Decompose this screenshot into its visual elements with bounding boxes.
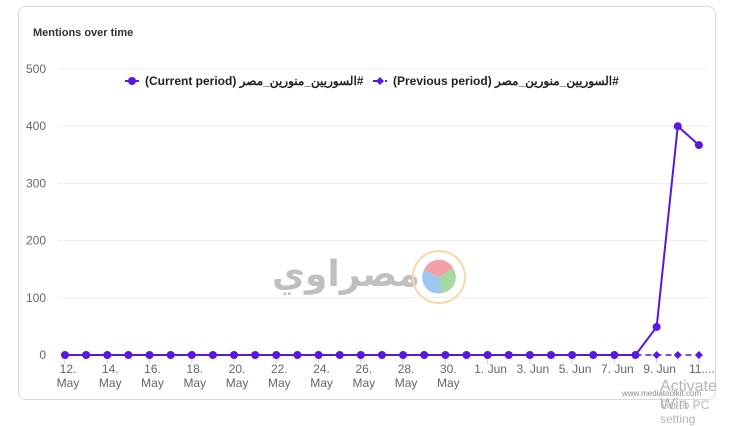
current-period-marker[interactable] (525, 351, 534, 359)
current-period-marker[interactable] (399, 351, 408, 359)
activate-windows-line1: Activate Win (660, 378, 717, 413)
x-tick-label: 16. (144, 362, 161, 376)
x-tick-label: May (437, 376, 460, 390)
x-tick-label: 26. (355, 362, 372, 376)
current-period-marker[interactable] (230, 351, 239, 359)
x-tick-label: May (99, 376, 122, 390)
current-period-marker[interactable] (610, 351, 619, 359)
y-tick-label: 300 (26, 176, 46, 190)
x-tick-label: 5. Jun (559, 362, 592, 376)
x-tick-label: 22. (271, 362, 288, 376)
legend: #السوريين_منورين_مصر (Current period) #ال… (125, 74, 619, 89)
current-period-marker[interactable] (82, 351, 91, 359)
x-tick-label: May (141, 376, 164, 390)
chart-card (18, 6, 716, 400)
x-tick-label: 9. Jun (643, 362, 676, 376)
current-period-marker[interactable] (124, 351, 133, 359)
current-period-marker[interactable] (103, 351, 112, 359)
current-period-marker[interactable] (145, 351, 154, 359)
current-period-marker[interactable] (356, 351, 365, 359)
current-period-marker[interactable] (694, 141, 703, 150)
x-tick-label: 24. (313, 362, 330, 376)
x-tick-label: May (183, 376, 206, 390)
current-period-marker[interactable] (631, 351, 640, 359)
current-period-marker[interactable] (568, 351, 577, 359)
x-tick-label: 18. (186, 362, 203, 376)
x-tick-label: 30. (440, 362, 457, 376)
previous-period-marker[interactable] (652, 351, 661, 359)
y-tick-label: 200 (26, 234, 46, 248)
x-tick-label: 12. (60, 362, 77, 376)
watermark: www.mediatoolkit.com (622, 389, 702, 398)
legend-previous-marker-icon (376, 77, 384, 85)
x-tick-label: May (352, 376, 375, 390)
current-period-marker[interactable] (61, 351, 69, 359)
current-period-marker[interactable] (335, 351, 344, 359)
previous-period-marker[interactable] (673, 351, 682, 359)
x-tick-label: May (57, 376, 80, 390)
current-period-marker[interactable] (166, 351, 175, 359)
current-period-marker[interactable] (314, 351, 323, 359)
current-period-marker[interactable] (272, 351, 281, 359)
current-period-marker[interactable] (546, 351, 555, 359)
x-tick-label: 3. Jun (517, 362, 550, 376)
masrawy-logo-text: مصراوي (272, 254, 421, 295)
x-tick-label: May (226, 376, 249, 390)
x-tick-label: May (310, 376, 333, 390)
chart-title: Mentions over time (33, 27, 134, 39)
x-tick-label: May (268, 376, 291, 390)
y-tick-label: 0 (39, 348, 46, 362)
current-period-marker[interactable] (462, 351, 471, 359)
x-tick-label: 28. (398, 362, 415, 376)
x-tick-label: 7. Jun (601, 362, 634, 376)
legend-previous-label[interactable]: #السوريين_منورين_مصر (Previous period) (393, 74, 619, 89)
current-period-marker[interactable] (208, 351, 217, 359)
x-tick-label: 11.... (689, 362, 715, 376)
current-period-marker[interactable] (504, 351, 513, 359)
x-tick-label: 1. Jun (474, 362, 507, 376)
current-period-marker[interactable] (187, 351, 196, 359)
current-period-marker[interactable] (652, 322, 661, 331)
current-period-marker[interactable] (377, 351, 386, 359)
current-period-marker[interactable] (441, 351, 450, 359)
x-tick-label: 20. (229, 362, 246, 376)
legend-current-label[interactable]: #السوريين_منورين_مصر (Current period) (145, 74, 364, 89)
masrawy-logo-icon (412, 250, 466, 304)
current-period-marker[interactable] (483, 351, 492, 359)
x-tick-label: May (395, 376, 418, 390)
current-period-marker[interactable] (420, 351, 429, 359)
legend-current-marker-icon (128, 77, 136, 85)
y-tick-label: 500 (26, 62, 46, 76)
current-period-marker[interactable] (589, 351, 598, 359)
previous-period-marker[interactable] (694, 351, 703, 359)
activate-windows-line2: Go to PC setting (660, 398, 710, 426)
x-tick-label: 14. (102, 362, 119, 376)
current-period-marker[interactable] (293, 351, 302, 359)
current-period-marker[interactable] (673, 122, 682, 131)
y-tick-label: 400 (26, 119, 46, 133)
y-tick-label: 100 (26, 291, 46, 305)
current-period-marker[interactable] (251, 351, 260, 359)
